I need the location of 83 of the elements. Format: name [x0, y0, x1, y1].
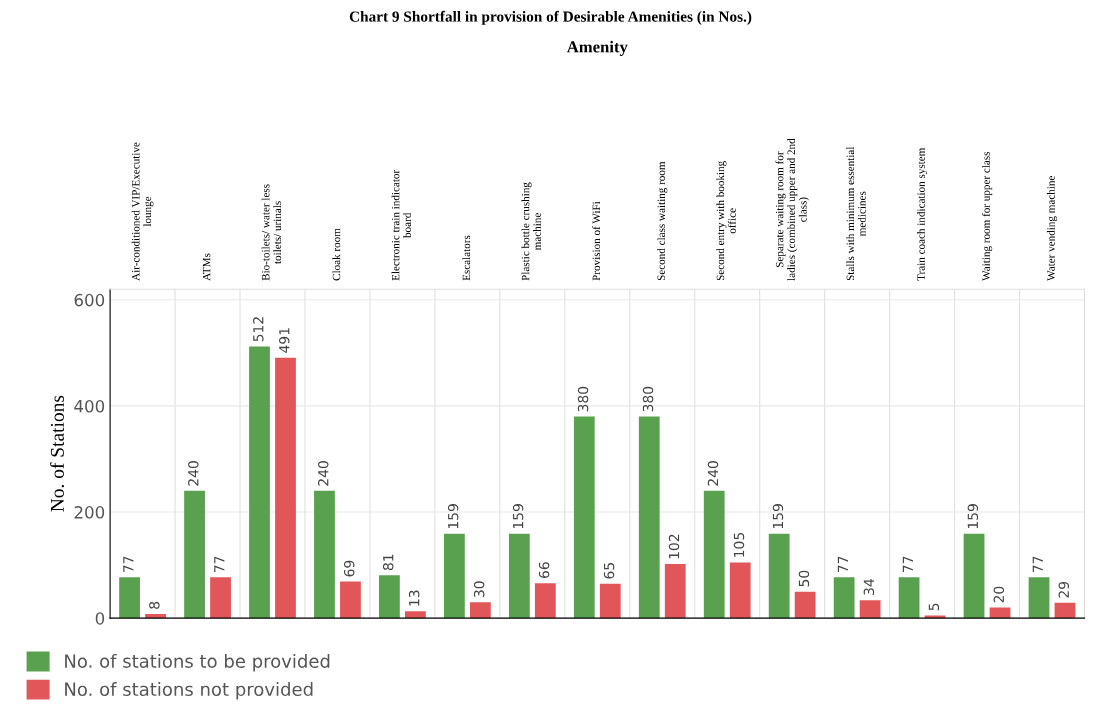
data-label: 50: [798, 570, 810, 587]
legend-label: No. of stations to be provided: [65, 653, 330, 672]
x-tick-label: Waiting room for upper class: [981, 151, 993, 281]
bar: [469, 602, 491, 619]
data-label: 69: [343, 560, 355, 577]
x-tick-label: Second class waiting room: [657, 161, 668, 281]
legend-label: No. of stations not provided: [65, 682, 313, 700]
x-tick-label: Train coach indication system: [917, 147, 928, 281]
bar: [703, 490, 725, 619]
y-tick-label: 400: [74, 399, 105, 413]
data-label: 34: [863, 579, 875, 595]
data-label: 65: [603, 563, 615, 579]
x-axis-title: Amenity: [566, 40, 628, 56]
data-label: 240: [707, 461, 719, 486]
x-tick-label: Plastic bottle crushing machine: [521, 182, 541, 281]
bar: [534, 583, 556, 619]
x-tick-label: Air-conditioned VIP/Executive lounge: [131, 142, 154, 281]
chart-title: Chart 9 Shortfall in provision of Desirable Amenities (in Nos.): [349, 10, 752, 25]
data-label: 81: [382, 554, 394, 571]
x-tick-label: ATMs: [202, 253, 211, 281]
bar: [794, 591, 816, 619]
data-label: 159: [512, 504, 524, 529]
data-label: 240: [188, 461, 199, 486]
bar: [405, 611, 426, 619]
bar: [859, 600, 881, 619]
bar: [963, 533, 985, 619]
bar: [340, 581, 361, 619]
data-label: 102: [668, 534, 680, 559]
x-tick-label: Electronic train indicator board: [391, 169, 412, 281]
x-tick-label: Escalators: [462, 235, 471, 281]
data-label: 77: [837, 556, 848, 572]
bar: [573, 416, 595, 619]
x-tick-label: Bio-toilets/ water less toilets/ urinals: [261, 184, 282, 281]
bar: [314, 490, 335, 619]
data-label: 29: [1058, 581, 1070, 598]
data-label: 491: [279, 328, 290, 353]
data-label: 159: [967, 504, 979, 529]
x-tick-label: Water vending machine: [1046, 176, 1058, 281]
x-tick-label: Cloak room: [332, 228, 341, 281]
bar: [119, 577, 140, 619]
data-label: 240: [317, 461, 329, 486]
data-label: 77: [902, 556, 913, 572]
data-label: 30: [473, 581, 485, 598]
bar: [1028, 577, 1050, 619]
bar: [898, 577, 920, 619]
bar: [638, 416, 660, 619]
data-label: 5: [928, 603, 940, 611]
data-label: 380: [642, 386, 654, 412]
bar: [249, 346, 270, 619]
x-tick-label: Second entry with booking office: [716, 161, 736, 281]
bar: [275, 357, 296, 619]
data-label: 77: [123, 556, 134, 572]
bar: [833, 577, 855, 619]
y-tick-label: 200: [74, 506, 105, 519]
data-label: 512: [253, 317, 264, 342]
bar: [145, 613, 166, 619]
bar: [443, 533, 465, 619]
bar: [989, 607, 1011, 619]
data-label: 159: [772, 504, 784, 529]
data-label: 66: [538, 562, 550, 579]
bar: [599, 583, 621, 619]
data-label: 77: [214, 556, 225, 572]
data-label: 159: [447, 504, 459, 529]
y-axis-title: No. of Stations: [50, 395, 65, 512]
data-label: 8: [149, 601, 160, 609]
bar: [768, 533, 790, 619]
bar: [729, 562, 751, 619]
data-label: 20: [993, 586, 1005, 603]
data-label: 13: [408, 590, 420, 606]
bar: [1054, 602, 1076, 619]
bar: [508, 533, 530, 619]
x-tick-label: Provision of WiFi: [592, 201, 601, 281]
bar: [210, 577, 231, 619]
bar: [379, 575, 400, 619]
data-label: 380: [577, 386, 589, 412]
data-label: 77: [1032, 556, 1043, 572]
bar: [184, 490, 205, 619]
bar: [664, 564, 686, 619]
y-tick-label: 600: [74, 293, 105, 307]
x-tick-label: Stalls with minimum essential medicines: [846, 146, 866, 281]
y-tick-label: 0: [95, 612, 105, 625]
data-label: 105: [733, 532, 745, 557]
x-tick-label: Separate waiting room for ladies (combined upper and 2nd class): [775, 138, 809, 281]
